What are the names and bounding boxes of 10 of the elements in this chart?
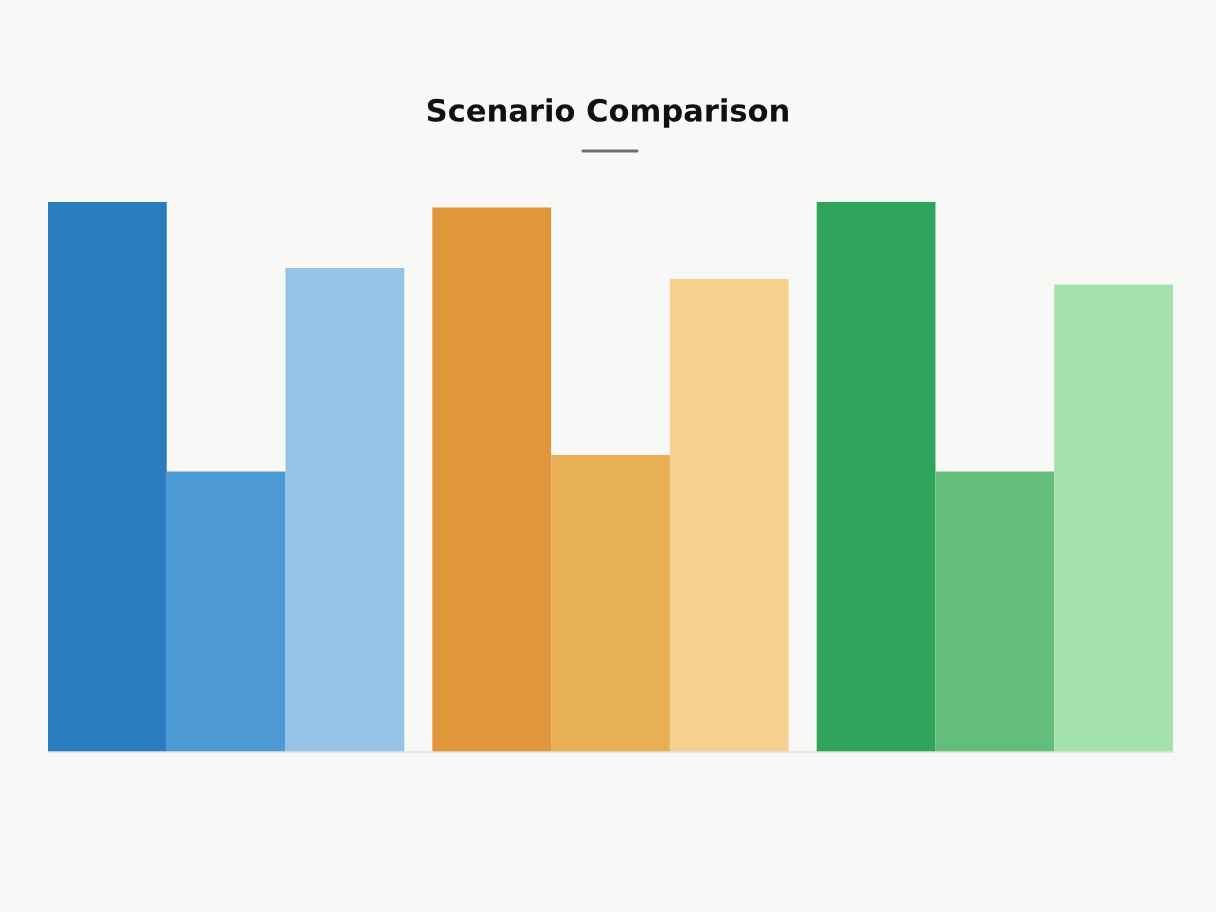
chart-title: Scenario Comparison [427,98,788,128]
bar [935,471,1055,752]
bar [48,202,167,752]
bar [669,279,789,752]
bar [285,268,405,752]
bar [1054,284,1173,752]
bar [432,207,552,752]
bar [816,202,936,752]
bar [551,455,670,752]
bar [166,471,286,752]
